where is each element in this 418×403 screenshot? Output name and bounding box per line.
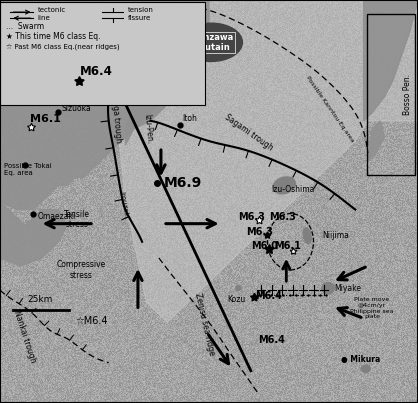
Text: Sizuoka: Sizuoka bbox=[62, 104, 92, 113]
Text: Zenisu sea ridge: Zenisu sea ridge bbox=[193, 292, 217, 357]
Text: M6.4: M6.4 bbox=[255, 291, 282, 301]
Text: ● Mikura: ● Mikura bbox=[341, 355, 380, 364]
Text: Irouzaki: Irouzaki bbox=[119, 191, 130, 220]
Text: Omaezaki: Omaezaki bbox=[38, 212, 76, 221]
Polygon shape bbox=[125, 32, 184, 145]
Text: M6.4: M6.4 bbox=[79, 64, 112, 77]
Text: Compressive
stress: Compressive stress bbox=[57, 260, 106, 280]
Text: tectonic
line: tectonic line bbox=[38, 7, 66, 21]
Text: Kozu: Kozu bbox=[227, 295, 245, 304]
Text: Suruga trough: Suruga trough bbox=[110, 87, 123, 143]
Polygon shape bbox=[364, 0, 418, 121]
Polygon shape bbox=[104, 0, 418, 322]
Text: tension
fissure: tension fissure bbox=[127, 7, 153, 21]
Ellipse shape bbox=[322, 283, 334, 294]
Text: Bosso Pen.: Bosso Pen. bbox=[403, 74, 412, 115]
Text: Sagami trough: Sagami trough bbox=[223, 113, 275, 153]
Text: Nankai trough: Nankai trough bbox=[12, 309, 37, 364]
Text: Possible Tokai
Eq. area: Possible Tokai Eq. area bbox=[4, 163, 52, 176]
Text: 25km: 25km bbox=[28, 295, 53, 304]
Text: Itoh: Itoh bbox=[182, 114, 197, 123]
Text: M6.4: M6.4 bbox=[258, 335, 285, 345]
Text: Tensile
stress: Tensile stress bbox=[64, 210, 90, 229]
Polygon shape bbox=[0, 0, 209, 210]
Text: Miyake: Miyake bbox=[334, 284, 362, 293]
Text: Tannzawa
Moutain: Tannzawa Moutain bbox=[188, 33, 234, 52]
Text: M6.3: M6.3 bbox=[238, 212, 265, 222]
Text: ★ This time M6 class Eq.: ★ This time M6 class Eq. bbox=[6, 32, 101, 41]
Text: Izu-Pen.: Izu-Pen. bbox=[143, 114, 154, 144]
Text: ☆ Past M6 class Eq.(near ridges): ☆ Past M6 class Eq.(near ridges) bbox=[6, 43, 120, 50]
Ellipse shape bbox=[180, 23, 242, 61]
Text: M6.3: M6.3 bbox=[246, 226, 273, 237]
Text: M6.1: M6.1 bbox=[274, 241, 301, 251]
Text: M6.1: M6.1 bbox=[30, 114, 61, 124]
Text: M6.3: M6.3 bbox=[270, 212, 296, 222]
Ellipse shape bbox=[273, 177, 296, 194]
Text: Plate move
@4cm/yr
Philippine sea
plate: Plate move @4cm/yr Philippine sea plate bbox=[350, 297, 394, 320]
Ellipse shape bbox=[361, 365, 370, 372]
Text: M6.0: M6.0 bbox=[251, 241, 278, 251]
Text: ...  Swarm: ... Swarm bbox=[6, 22, 44, 31]
FancyBboxPatch shape bbox=[0, 2, 205, 105]
Polygon shape bbox=[368, 121, 385, 161]
Ellipse shape bbox=[303, 228, 311, 244]
Polygon shape bbox=[0, 202, 67, 266]
Text: M6.9: M6.9 bbox=[164, 176, 202, 190]
Ellipse shape bbox=[236, 286, 241, 291]
Text: Niijima: Niijima bbox=[322, 231, 349, 240]
Text: Izu-Oshima: Izu-Oshima bbox=[271, 185, 314, 194]
Text: Possible Kanntou-Eq.area: Possible Kanntou-Eq.area bbox=[305, 75, 355, 143]
Text: ☆M6.4: ☆M6.4 bbox=[75, 316, 108, 326]
